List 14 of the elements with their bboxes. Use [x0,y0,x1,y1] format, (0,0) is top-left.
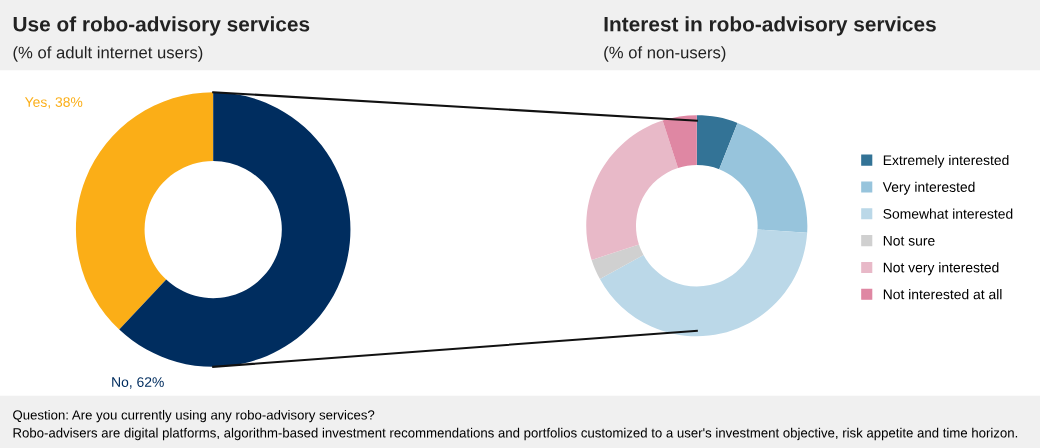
legend-label: Very interested [882,181,975,195]
slice-label: No, 62% [112,377,164,389]
legend-label: Not sure [883,235,935,246]
legend-label: Not very interested [883,262,999,276]
legend-label: Somewhat interested [883,208,1013,219]
legend-label: Not interested at all [883,289,1002,300]
chart-subtitle: (% of adult internet users) [13,46,203,62]
text: Robo-advisers are digital platforms, algorithm-based investment recommendations and portfolios customized to a user's investment objective, risk appetite and time horizon. [13,427,1018,441]
slice-label: Yes, 38% [24,97,83,109]
legend-label: Extremely interested [883,154,1009,168]
text: Question: Are you currently using any robo-advisory services? [13,409,375,423]
chart-title: Use of robo-advisory services [13,16,310,36]
chart-title: Interest in robo-advisory services [604,16,936,36]
chart-subtitle: (% of non-users) [604,46,726,62]
